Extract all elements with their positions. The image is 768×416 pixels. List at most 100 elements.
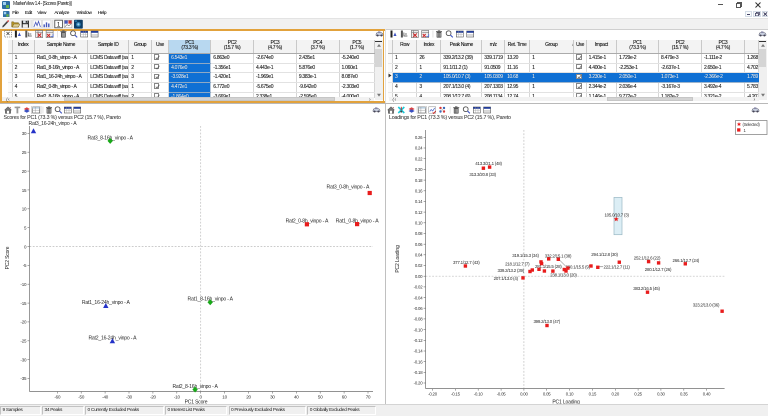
svg-text:30: 30 (22, 131, 27, 136)
svg-text:323.2/13.0 (36): 323.2/13.0 (36) (693, 303, 720, 308)
svg-text:252.1/12.6 (22): 252.1/12.6 (22) (634, 256, 661, 261)
svg-text:0.02: 0.02 (415, 263, 423, 268)
svg-text:0.25: 0.25 (634, 391, 642, 396)
svg-text:222.1/12.7 (11): 222.1/12.7 (11) (604, 264, 631, 269)
svg-text:1: 1 (57, 22, 61, 28)
svg-text:0.26: 0.26 (415, 135, 423, 140)
svg-text:0.10: 0.10 (566, 391, 574, 396)
svg-text:PC1 Score: PC1 Score (185, 400, 208, 404)
svg-text:-10: -10 (20, 282, 27, 287)
svg-text:50: 50 (318, 394, 323, 399)
svg-text:281.1/15.5 (28): 281.1/15.5 (28) (535, 264, 562, 269)
svg-text:0.20: 0.20 (415, 167, 423, 172)
svg-text:5: 5 (24, 226, 27, 231)
svg-text:60: 60 (342, 394, 347, 399)
svg-text:-0.16: -0.16 (414, 359, 424, 364)
svg-text:0: 0 (200, 394, 203, 399)
svg-text:30: 30 (270, 394, 275, 399)
svg-text:0.16: 0.16 (415, 189, 423, 194)
svg-text:-0.06: -0.06 (414, 306, 424, 311)
svg-text:Rat2_16-24h_vinpo - A: Rat2_16-24h_vinpo - A (88, 335, 137, 341)
svg-text:238.1/13.0 (20): 238.1/13.0 (20) (550, 273, 577, 278)
svg-text:-0.18: -0.18 (414, 370, 424, 375)
svg-text:266.1/12.7 (24): 266.1/12.7 (24) (673, 258, 700, 263)
svg-text:PC1 Loading: PC1 Loading (552, 400, 580, 404)
svg-text:218.1/12.7 (7): 218.1/12.7 (7) (505, 261, 530, 266)
svg-text:15: 15 (22, 188, 27, 193)
svg-text:-0.15: -0.15 (451, 391, 461, 396)
svg-text:332.2/15.1 (38): 332.2/15.1 (38) (545, 254, 572, 259)
svg-text:0.24: 0.24 (415, 146, 423, 151)
svg-text:10: 10 (222, 394, 227, 399)
svg-text:207.1/13.0 (4): 207.1/13.0 (4) (494, 276, 519, 281)
svg-text:0.18: 0.18 (415, 178, 423, 183)
svg-text:-60: -60 (54, 394, 61, 399)
svg-text:-20: -20 (20, 320, 27, 325)
svg-text:PC2 Score: PC2 Score (5, 246, 11, 269)
svg-text:-35: -35 (20, 376, 27, 381)
svg-text:-25: -25 (20, 339, 27, 344)
svg-text:339.2/13.2 (39): 339.2/13.2 (39) (497, 268, 524, 273)
svg-text:20: 20 (246, 394, 251, 399)
svg-text:Rat3_16-24h_vinpo - A: Rat3_16-24h_vinpo - A (29, 121, 78, 127)
svg-text:0.06: 0.06 (415, 242, 423, 247)
svg-text:294.1/12.8 (30): 294.1/12.8 (30) (591, 252, 618, 257)
svg-text:413.3/21.1 (48): 413.3/21.1 (48) (475, 161, 502, 166)
svg-text:0.35: 0.35 (680, 391, 688, 396)
svg-text:383.2/16.5 (45): 383.2/16.5 (45) (633, 286, 660, 291)
svg-text:319.1/15.3 (34): 319.1/15.3 (34) (512, 253, 539, 258)
svg-text:280.1/12.7 (26): 280.1/12.7 (26) (645, 267, 672, 272)
svg-text:-0.05: -0.05 (497, 391, 507, 396)
svg-text:-0.08: -0.08 (414, 317, 424, 322)
svg-text:40: 40 (294, 394, 299, 399)
svg-text:Rat2_8-16h_vinpo - A: Rat2_8-16h_vinpo - A (172, 384, 218, 390)
svg-text:0.00: 0.00 (415, 274, 423, 279)
svg-text:0.15: 0.15 (589, 391, 597, 396)
svg-text:-0.02: -0.02 (414, 285, 424, 290)
svg-text:0.12: 0.12 (415, 210, 423, 215)
svg-text:-10: -10 (174, 394, 181, 399)
svg-text:Rat3_0-8h_vinpo - A: Rat3_0-8h_vinpo - A (327, 184, 370, 190)
svg-text:25: 25 (22, 150, 27, 155)
svg-text:-20: -20 (150, 394, 157, 399)
svg-text:313.3/20.8 (33): 313.3/20.8 (33) (469, 172, 496, 177)
svg-text:20: 20 (22, 169, 27, 174)
svg-text:-30: -30 (126, 394, 133, 399)
svg-text:0.22: 0.22 (415, 156, 423, 161)
svg-text:0: 0 (24, 244, 27, 249)
svg-text:-30: -30 (20, 357, 27, 362)
svg-text:-50: -50 (78, 394, 85, 399)
svg-text:-40: -40 (102, 394, 109, 399)
svg-text:-0.12: -0.12 (414, 338, 424, 343)
svg-text:Rat2_0-8h_vinpo - A: Rat2_0-8h_vinpo - A (286, 219, 329, 225)
svg-text:399.2/13.0 (47): 399.2/13.0 (47) (533, 319, 560, 324)
svg-text:-0.14: -0.14 (414, 349, 424, 354)
svg-text:0.40: 0.40 (703, 391, 711, 396)
svg-text:280.1/15.5 (9): 280.1/15.5 (9) (566, 264, 591, 269)
svg-text:-15: -15 (20, 301, 27, 306)
svg-text:0.05: 0.05 (543, 391, 551, 396)
svg-text:Rat1_16-24h_vinpo - A: Rat1_16-24h_vinpo - A (82, 300, 131, 306)
svg-text:-0.20: -0.20 (428, 391, 438, 396)
svg-text:70: 70 (366, 394, 371, 399)
svg-text:0.08: 0.08 (415, 231, 423, 236)
svg-text:0.10: 0.10 (415, 221, 423, 226)
svg-text:10: 10 (22, 207, 27, 212)
svg-text:1: 1 (744, 128, 747, 133)
svg-text:Rat1_8-16h_vinpo - A: Rat1_8-16h_vinpo - A (188, 297, 234, 303)
svg-text:Rat1_0-8h_vinpo - A: Rat1_0-8h_vinpo - A (336, 219, 379, 225)
svg-text:(Selected): (Selected) (743, 122, 761, 127)
svg-text:-0.04: -0.04 (414, 295, 424, 300)
svg-text:-0.10: -0.10 (414, 327, 424, 332)
svg-text:-0.10: -0.10 (474, 391, 484, 396)
svg-text:0.14: 0.14 (415, 199, 423, 204)
svg-text:377.1/12.7 (43): 377.1/12.7 (43) (453, 260, 480, 265)
svg-text:0.04: 0.04 (415, 253, 423, 258)
svg-text:0.00: 0.00 (520, 391, 528, 396)
svg-text:-5: -5 (23, 263, 27, 268)
svg-text:0.30: 0.30 (657, 391, 665, 396)
svg-text:105.0/10.7 (3): 105.0/10.7 (3) (604, 213, 629, 218)
svg-text:PC2 Loading: PC2 Loading (395, 245, 401, 273)
svg-text:-0.20: -0.20 (414, 381, 424, 386)
svg-text:Rat3_8-16h_vinpo - A: Rat3_8-16h_vinpo - A (88, 135, 134, 141)
